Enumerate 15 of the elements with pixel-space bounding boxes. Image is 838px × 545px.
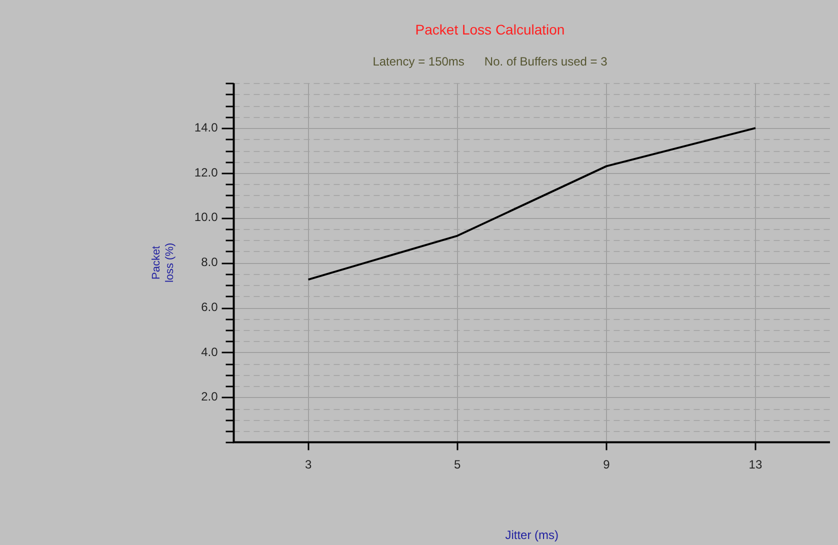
x-tick-label: 13 xyxy=(748,458,762,472)
y-tick-label: 4.0 xyxy=(201,344,218,359)
x-tick-label: 9 xyxy=(603,458,610,472)
y-tick-label: 10.0 xyxy=(194,210,218,224)
y-tick-label: 2.0 xyxy=(201,390,218,404)
y-tick-label: 8.0 xyxy=(201,255,218,270)
x-axis-title: Jitter (ms) xyxy=(505,528,559,542)
y-axis-title: Packet loss (%) xyxy=(150,242,176,283)
y-tick-label: 6.0 xyxy=(201,300,218,314)
y-tick-label: 12.0 xyxy=(194,165,218,180)
chart-subtitle: Latency = 150ms No. of Buffers used = 3 xyxy=(372,54,608,68)
x-tick-label: 3 xyxy=(304,458,312,472)
y-tick-label: 14.0 xyxy=(194,120,218,134)
chart-title: Packet Loss Calculation xyxy=(415,21,565,38)
x-tick-label: 5 xyxy=(454,458,462,472)
